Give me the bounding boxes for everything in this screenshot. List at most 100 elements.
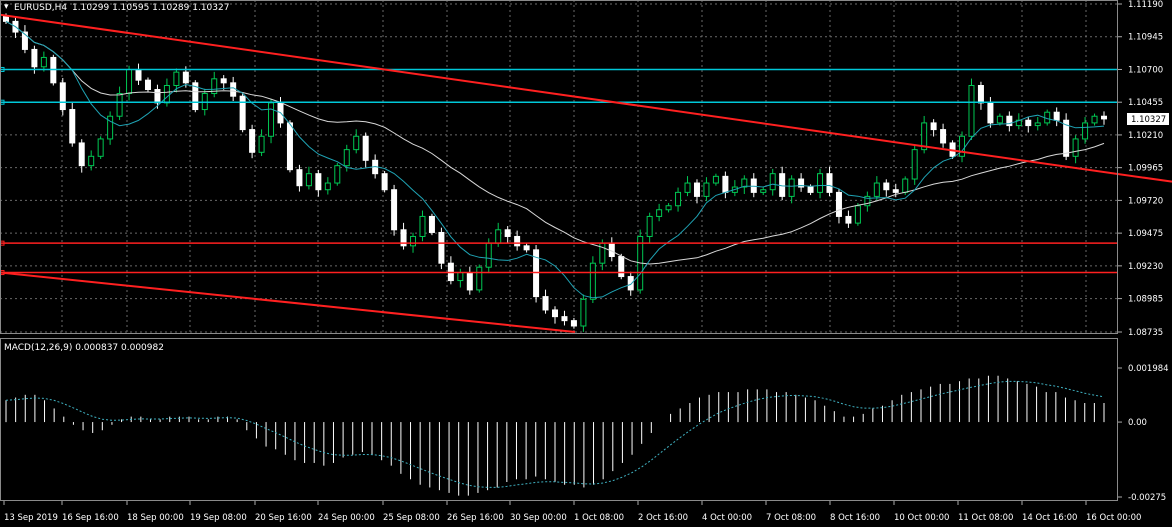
candle-body xyxy=(589,262,596,300)
candle-body xyxy=(296,169,303,187)
macd-tick-label: -0.00275 xyxy=(1128,493,1166,503)
price-tick-label: 1.09475 xyxy=(1128,229,1163,239)
candle-body xyxy=(523,245,530,251)
candle-body xyxy=(476,266,483,291)
candle-body xyxy=(618,256,625,278)
macd-histogram xyxy=(5,375,1105,496)
candle-body xyxy=(987,102,994,124)
candle-body xyxy=(712,175,719,184)
candle-body xyxy=(173,71,180,86)
candle-body xyxy=(485,242,492,268)
candle-body xyxy=(722,175,729,193)
price-tick-label: 1.10945 xyxy=(1128,33,1163,43)
time-tick-label: 24 Sep 00:00 xyxy=(318,513,375,523)
time-tick-label: 30 Sep 00:00 xyxy=(510,513,567,523)
candle-body xyxy=(665,205,672,211)
price-tick-label: 1.10455 xyxy=(1128,98,1163,108)
candle-body xyxy=(892,189,899,193)
price-panel-bg xyxy=(0,0,1118,334)
candle-body xyxy=(504,229,511,237)
candle-body xyxy=(88,155,95,167)
trendline[interactable] xyxy=(0,271,576,333)
candle-body xyxy=(163,84,170,104)
candle-body xyxy=(1091,115,1098,124)
candle-body xyxy=(684,182,691,193)
candle-body xyxy=(769,173,776,191)
candle-body xyxy=(21,31,28,50)
moving-averages xyxy=(5,20,1105,299)
horizontal-levels[interactable] xyxy=(0,66,1118,276)
candle-body xyxy=(561,316,568,322)
candle-body xyxy=(466,272,473,291)
candle-body xyxy=(192,82,199,111)
candle-body xyxy=(968,84,975,137)
candle-body xyxy=(1034,122,1041,127)
candle-body xyxy=(835,191,842,217)
time-tick-label: 2 Oct 16:00 xyxy=(638,513,688,523)
candle-body xyxy=(940,129,947,144)
price-tick-label: 1.09230 xyxy=(1128,262,1163,272)
time-tick-label: 26 Sep 16:00 xyxy=(447,513,504,523)
candle-body xyxy=(921,122,928,151)
candle-body xyxy=(362,135,369,161)
price-tick-label: 1.10210 xyxy=(1128,131,1163,141)
time-tick-label: 7 Oct 08:00 xyxy=(766,513,816,523)
time-tick-label: 13 Sep 2019 xyxy=(4,513,58,523)
price-axis[interactable]: 1.11190 1.10945 1.10700 1.10455 1.10210 1.099… xyxy=(1118,0,1163,338)
candle-body xyxy=(315,173,322,191)
candle-body xyxy=(693,182,700,197)
collapse-triangle-icon[interactable]: ▾ xyxy=(4,2,9,12)
price-tick-label: 1.10700 xyxy=(1128,65,1163,75)
candle-body xyxy=(239,95,246,131)
candle-body xyxy=(438,231,445,264)
candle-body xyxy=(788,178,795,197)
candle-body xyxy=(627,276,634,291)
candle-body xyxy=(959,135,966,157)
candle-body xyxy=(334,165,341,184)
level-anchor[interactable] xyxy=(0,66,5,72)
candle-body xyxy=(570,320,577,327)
candle-body xyxy=(144,79,151,91)
candle-body xyxy=(400,229,407,247)
price-tick-label: 1.09720 xyxy=(1128,196,1163,206)
price-tick-label: 1.09965 xyxy=(1128,164,1163,174)
candle-body xyxy=(78,142,85,167)
candle-body xyxy=(249,129,256,153)
candle-body xyxy=(3,15,9,22)
macd-panel[interactable] xyxy=(0,338,1118,501)
candle-body xyxy=(457,272,464,282)
trendlines[interactable] xyxy=(0,13,1172,333)
candle-body xyxy=(845,215,852,224)
trendline[interactable] xyxy=(0,13,1172,183)
level-anchor[interactable] xyxy=(0,99,5,105)
price-tick-label: 1.08985 xyxy=(1128,295,1163,305)
candle-body xyxy=(779,173,786,197)
candle-body xyxy=(1101,115,1107,120)
macd-axis: 0.001984 0.00 -0.00275 xyxy=(1118,364,1169,503)
candle-body xyxy=(552,309,558,318)
macd-title: MACD(12,26,9) 0.000837 0.000982 xyxy=(4,343,164,353)
time-tick-label: 1 Oct 08:00 xyxy=(574,513,624,523)
candle-body xyxy=(675,191,682,207)
candle-body xyxy=(495,229,502,244)
candle-body xyxy=(69,109,76,144)
candle-body xyxy=(826,173,833,193)
price-panel[interactable] xyxy=(0,0,1172,334)
candle-body xyxy=(514,235,521,247)
time-tick-label: 11 Oct 08:00 xyxy=(958,513,1013,523)
candle-body xyxy=(798,178,805,188)
current-price-label: 1.10327 xyxy=(1131,115,1166,125)
candle-body xyxy=(305,173,312,187)
time-axis[interactable]: 13 Sep 2019 16 Sep 16:00 18 Sep 00:00 19 Se… xyxy=(3,501,1141,523)
candle-body xyxy=(580,298,587,327)
candle-body xyxy=(230,82,237,97)
candle-body xyxy=(977,84,984,104)
macd-panel-bg xyxy=(0,338,1118,501)
candle-body xyxy=(135,68,142,81)
candle-body xyxy=(854,205,861,224)
candle-body xyxy=(59,82,66,111)
time-tick-label: 8 Oct 16:00 xyxy=(830,513,880,523)
price-grid xyxy=(0,0,1118,334)
level-anchor[interactable] xyxy=(0,240,5,246)
